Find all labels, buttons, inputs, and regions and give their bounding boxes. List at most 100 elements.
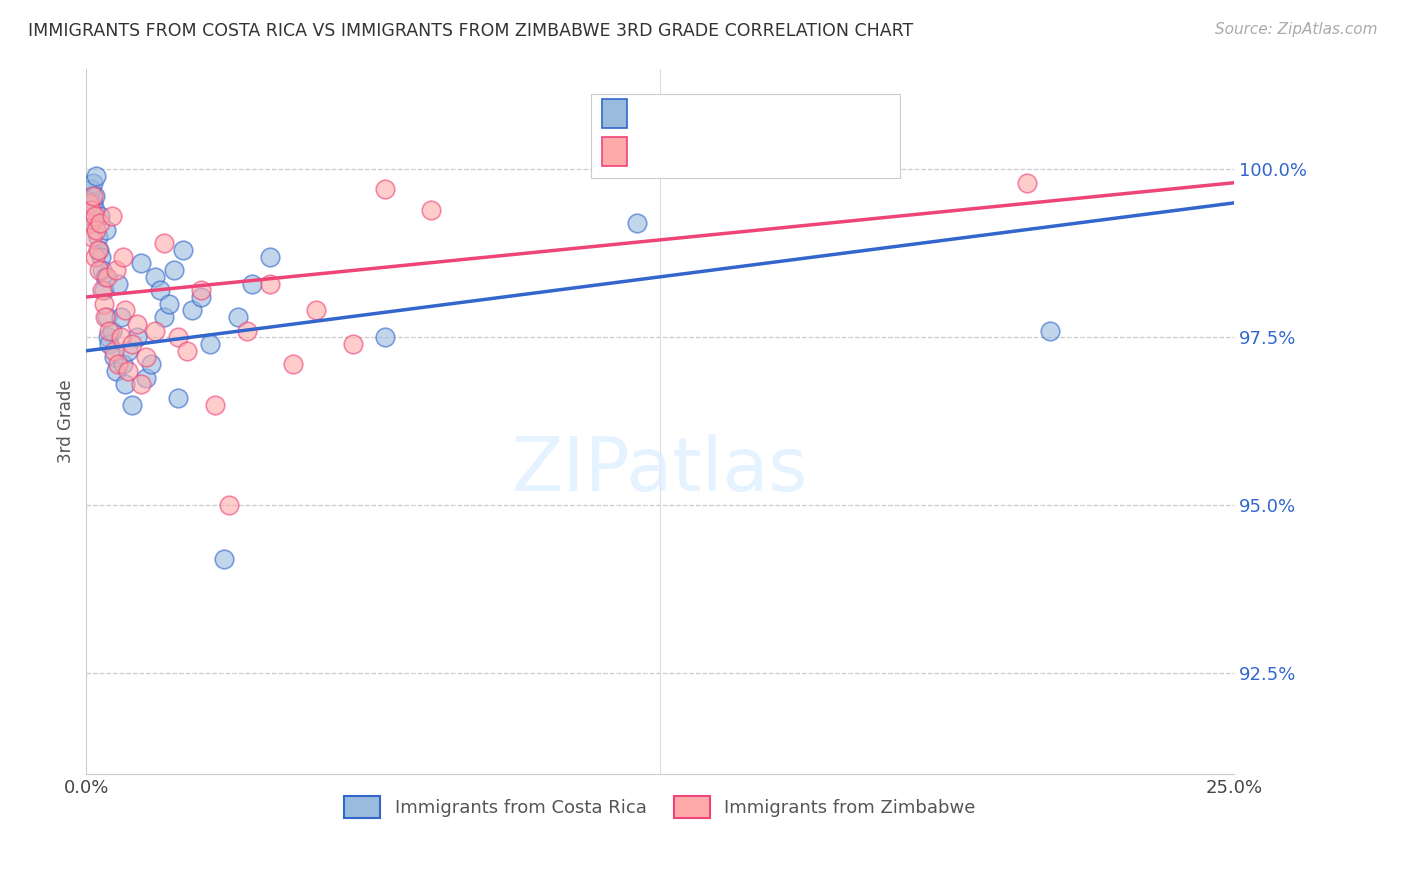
Point — [83, 210, 105, 224]
Point — [114, 377, 136, 392]
Point — [77, 195, 100, 210]
Point — [77, 195, 100, 210]
Point — [176, 343, 198, 358]
Point — [105, 263, 128, 277]
Point — [153, 236, 176, 251]
Point — [125, 330, 148, 344]
Point — [139, 357, 162, 371]
Point — [87, 243, 110, 257]
Point — [86, 169, 108, 183]
Point — [236, 324, 259, 338]
Point — [157, 296, 180, 310]
Point — [626, 216, 648, 230]
Point — [143, 324, 166, 338]
Point — [135, 351, 157, 365]
Point — [100, 324, 122, 338]
Point — [110, 330, 132, 344]
Point — [374, 330, 396, 344]
Point — [82, 176, 104, 190]
Point — [107, 357, 129, 371]
Point — [240, 277, 263, 291]
Point — [259, 250, 281, 264]
Text: R = 0.428   N = 51: R = 0.428 N = 51 — [636, 103, 821, 123]
Point — [80, 202, 103, 217]
Point — [172, 243, 194, 257]
Point — [131, 256, 153, 270]
Point — [190, 290, 212, 304]
Point — [84, 250, 107, 264]
Point — [80, 182, 103, 196]
Point — [79, 210, 101, 224]
Legend: Immigrants from Costa Rica, Immigrants from Zimbabwe: Immigrants from Costa Rica, Immigrants f… — [337, 789, 983, 825]
Point — [93, 269, 115, 284]
Point — [180, 303, 202, 318]
Text: Source: ZipAtlas.com: Source: ZipAtlas.com — [1215, 22, 1378, 37]
Point — [204, 398, 226, 412]
Point — [84, 189, 107, 203]
Point — [135, 370, 157, 384]
Point — [91, 263, 114, 277]
Point — [93, 283, 115, 297]
Point — [212, 552, 235, 566]
Point — [281, 357, 304, 371]
Point — [1039, 324, 1062, 338]
Point — [149, 283, 172, 297]
Point — [98, 324, 121, 338]
Point — [86, 223, 108, 237]
Point — [190, 283, 212, 297]
Point — [82, 195, 104, 210]
Point — [121, 398, 143, 412]
Point — [342, 337, 364, 351]
Point — [79, 216, 101, 230]
Point — [200, 337, 222, 351]
Point — [94, 223, 117, 237]
Point — [96, 269, 118, 284]
Point — [143, 269, 166, 284]
Point — [259, 277, 281, 291]
Point — [226, 310, 249, 325]
Point — [82, 189, 104, 203]
Point — [305, 303, 328, 318]
Point — [107, 277, 129, 291]
Point — [162, 263, 184, 277]
Point — [167, 391, 190, 405]
Point — [419, 202, 441, 217]
Point — [121, 337, 143, 351]
Point — [103, 351, 125, 365]
Point — [218, 499, 240, 513]
Point — [89, 210, 111, 224]
Point — [91, 283, 114, 297]
Point — [98, 337, 121, 351]
Point — [89, 243, 111, 257]
Point — [80, 216, 103, 230]
Text: IMMIGRANTS FROM COSTA RICA VS IMMIGRANTS FROM ZIMBABWE 3RD GRADE CORRELATION CHA: IMMIGRANTS FROM COSTA RICA VS IMMIGRANTS… — [28, 22, 914, 40]
Point — [153, 310, 176, 325]
Point — [80, 229, 103, 244]
Point — [87, 229, 110, 244]
Text: R = 0.347   N = 43: R = 0.347 N = 43 — [636, 142, 821, 161]
Point — [96, 310, 118, 325]
Text: ZIPatlas: ZIPatlas — [512, 434, 808, 508]
Point — [105, 364, 128, 378]
Point — [89, 263, 111, 277]
Point — [93, 296, 115, 310]
Point — [103, 343, 125, 358]
Point — [79, 189, 101, 203]
Point — [111, 250, 134, 264]
Point — [89, 216, 111, 230]
Point — [97, 330, 120, 344]
Point — [167, 330, 190, 344]
Point — [131, 377, 153, 392]
Point — [93, 310, 115, 325]
Point — [111, 357, 134, 371]
Point — [83, 202, 105, 217]
Point — [110, 310, 132, 325]
Point — [114, 303, 136, 318]
Point — [117, 364, 139, 378]
Point — [374, 182, 396, 196]
Point — [100, 210, 122, 224]
Point — [117, 343, 139, 358]
Point — [90, 250, 112, 264]
Y-axis label: 3rd Grade: 3rd Grade — [58, 379, 75, 463]
Point — [1017, 176, 1039, 190]
